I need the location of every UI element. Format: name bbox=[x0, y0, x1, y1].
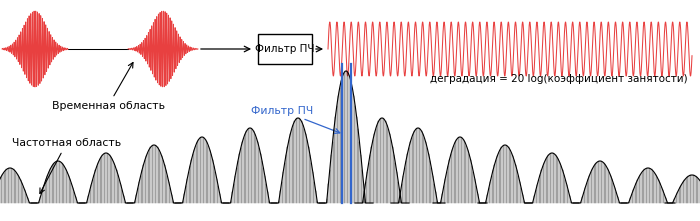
Text: деградация = 20 log(коэффициент занятости): деградация = 20 log(коэффициент занятост… bbox=[430, 74, 688, 84]
Text: Фильтр ПЧ: Фильтр ПЧ bbox=[251, 106, 340, 133]
FancyBboxPatch shape bbox=[258, 34, 312, 64]
Text: Временная область: Временная область bbox=[52, 63, 164, 111]
Text: Частотная область: Частотная область bbox=[12, 138, 121, 193]
Text: Фильтр ПЧ: Фильтр ПЧ bbox=[256, 44, 315, 54]
